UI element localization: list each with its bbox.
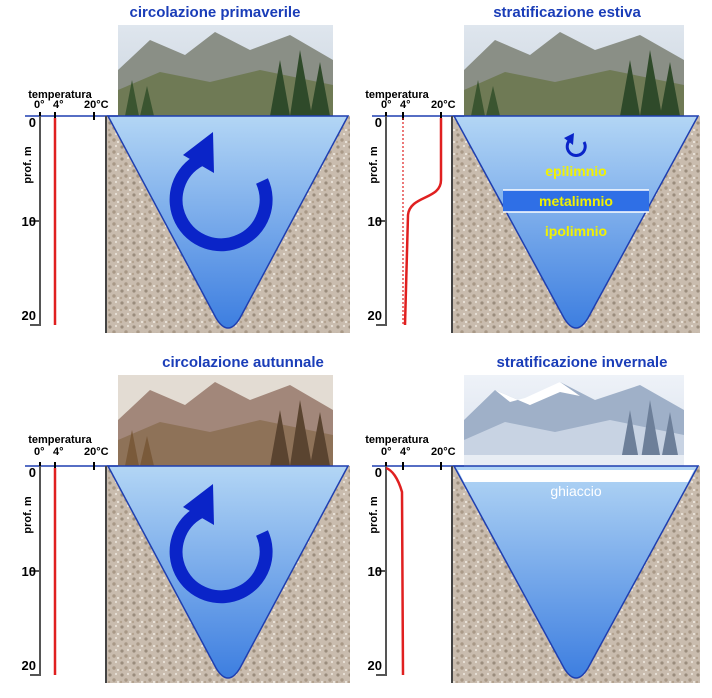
temperature-label: temperatura [365,434,429,446]
mountain-landscape [118,375,333,466]
depth-label: prof. m [22,146,34,183]
depth-tick-10: 10 [22,564,36,579]
temperature-label: temperatura [28,89,92,101]
depth-tick-0: 0 [29,465,36,480]
temperature-axis: temperatura 0° 4° 20°C [25,89,118,120]
panel-spring-circulation: circolazione primaverile temperatura 0° … [22,4,350,333]
temperature-axis: temperatura 0° 4° 20°C [25,434,118,470]
depth-tick-20: 20 [22,658,36,673]
depth-tick-10: 10 [22,214,36,229]
depth-tick-0: 0 [375,115,382,130]
panel-autumn-circulation: circolazione autunnale temperatura 0° 4°… [22,354,350,683]
temperature-profile [385,466,405,676]
lake-basin [106,115,350,329]
lake-basin [452,115,700,329]
depth-tick-0: 0 [29,115,36,130]
panel-title: circolazione autunnale [162,354,324,371]
depth-axis: 0 10 20 prof. m [22,115,107,333]
snowy-landscape [464,375,684,466]
tick-20: 20°C [431,99,456,111]
depth-tick-20: 20 [368,658,382,673]
tick-20: 20°C [84,446,109,458]
lake-basin [106,465,350,679]
panel-title: circolazione primaverile [130,4,301,21]
tick-0: 0° [34,446,45,458]
ice-label: ghiaccio [550,483,602,499]
depth-axis: 0 10 20 prof. m [368,115,453,333]
temperature-axis: temperatura 0° 4° 20°C [365,434,464,470]
depth-label: prof. m [22,496,34,533]
tick-0: 0° [381,99,392,111]
depth-tick-10: 10 [368,564,382,579]
circulation-arrow-icon [169,132,273,252]
panel-winter-stratification: stratificazione invernale ghiaccio tempe… [365,354,700,683]
tick-0: 0° [34,99,45,111]
tick-0: 0° [381,446,392,458]
hypolimnion-label: ipolimnio [545,223,607,239]
depth-axis: 0 10 20 prof. m [22,465,107,683]
ice-layer [458,470,694,482]
lake-basin [452,465,700,679]
panel-summer-stratification: stratificazione estiva epilimnio metalim… [365,4,700,333]
panel-title: stratificazione estiva [493,4,641,21]
panel-title: stratificazione invernale [497,354,668,371]
small-circulation-arrow-icon [564,133,587,158]
depth-label: prof. m [368,146,380,183]
tick-4: 4° [53,99,64,111]
tick-20: 20°C [84,99,109,111]
depth-tick-0: 0 [375,465,382,480]
temperature-axis: temperatura 0° 4° 20°C [365,89,464,120]
temperature-profile [403,118,443,326]
depth-tick-20: 20 [22,308,36,323]
metalimnion-band [503,190,649,212]
depth-tick-10: 10 [368,214,382,229]
mountain-landscape [464,25,684,116]
depth-tick-20: 20 [368,308,382,323]
tick-4: 4° [400,99,411,111]
circulation-arrow-icon [169,484,273,604]
metalimnion-label: metalimnio [539,193,613,209]
depth-axis: 0 10 20 prof. m [368,465,453,683]
depth-label: prof. m [368,496,380,533]
tick-20: 20°C [431,446,456,458]
temperature-label: temperatura [28,434,92,446]
temperature-label: temperatura [365,89,429,101]
epilimnion-label: epilimnio [545,163,606,179]
tick-4: 4° [53,446,64,458]
tick-4: 4° [400,446,411,458]
mountain-landscape [118,25,333,116]
